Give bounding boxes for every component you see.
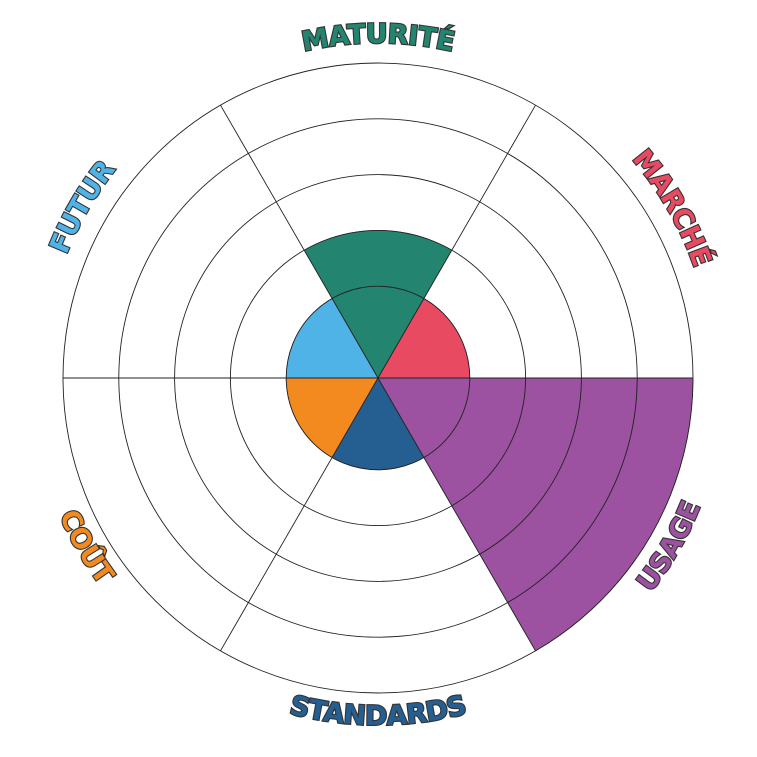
category-label-text: COÛT [52, 504, 122, 591]
spoke [377, 377, 536, 652]
spoke [220, 377, 379, 652]
category-label-text: FUTUR [43, 153, 123, 258]
category-label: COÛT [53, 505, 120, 590]
category-label: STANDARDS [287, 690, 469, 732]
sector [377, 377, 694, 652]
spoke [377, 104, 536, 379]
category-label-text: STANDARDS [286, 689, 471, 733]
category-label: FUTUR [44, 155, 121, 258]
category-label-text: MARCHÉ [625, 143, 719, 272]
category-label: MARCHÉ [626, 144, 718, 270]
spoke [220, 104, 379, 379]
category-label: MATURITÉ [299, 19, 457, 58]
category-label-text: MATURITÉ [298, 18, 459, 59]
